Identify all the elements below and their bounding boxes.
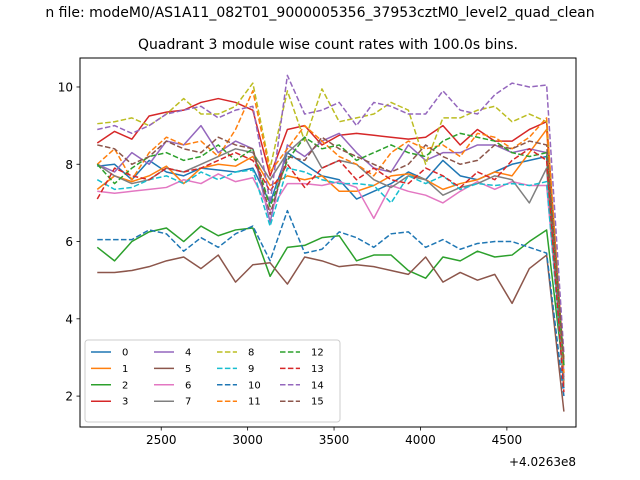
legend-label-11: 11: [248, 397, 261, 408]
series-line-11: [96, 90, 565, 373]
x-tick-label: 4000: [405, 433, 436, 447]
chart-title: Quadrant 3 module wise count rates with …: [138, 37, 518, 53]
y-tick-label: 4: [65, 312, 73, 326]
y-tick-label: 6: [65, 235, 73, 249]
legend-label-0: 0: [122, 348, 128, 359]
series-line-4: [96, 124, 565, 373]
series-line-13: [96, 148, 565, 393]
legend-label-7: 7: [185, 397, 191, 408]
legend-label-12: 12: [311, 348, 324, 359]
legend-label-10: 10: [248, 380, 261, 391]
legend-label-5: 5: [185, 364, 191, 375]
legend-label-2: 2: [122, 380, 128, 391]
plot-area-frame: [79, 57, 577, 428]
series-line-15: [97, 136, 565, 362]
y-tick-label: 2: [65, 390, 73, 404]
series-line-5: [97, 254, 565, 412]
legend-label-6: 6: [185, 380, 191, 391]
y-tick-label: 10: [58, 80, 73, 94]
series-line-6: [97, 173, 565, 377]
x-tick-label: 3500: [319, 433, 350, 447]
legend-label-15: 15: [311, 397, 324, 408]
x-tick-label: 2500: [146, 433, 177, 447]
series-line-8: [97, 82, 565, 358]
legend-label-13: 13: [311, 364, 324, 375]
legend-label-8: 8: [248, 348, 254, 359]
series-line-14: [97, 74, 565, 354]
series-layer: [96, 74, 565, 412]
legend-label-4: 4: [185, 348, 191, 359]
x-tick-label: 3000: [232, 433, 263, 447]
x-offset-label: +4.0263e8: [509, 455, 576, 469]
legend-label-3: 3: [122, 397, 128, 408]
legend-label-9: 9: [248, 364, 254, 375]
y-tick-label: 8: [65, 158, 73, 172]
series-line-10: [97, 209, 565, 397]
legend-label-1: 1: [122, 364, 128, 375]
x-tick-label: 4500: [492, 433, 523, 447]
series-line-9: [96, 167, 565, 389]
figure-suptitle: n file: modeM0/AS1A11_082T01_9000005356_…: [45, 5, 594, 21]
series-line-12: [96, 132, 565, 366]
legend-box: [84, 339, 341, 423]
series-line-2: [96, 225, 565, 377]
legend-label-14: 14: [311, 380, 324, 391]
